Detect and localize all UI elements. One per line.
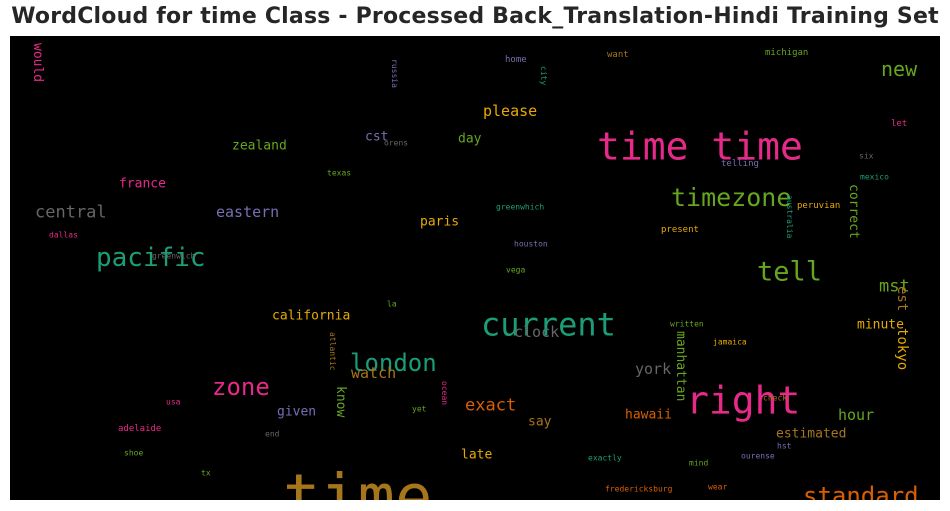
word-correct: correct: [846, 184, 861, 239]
word-atlantic: atlantic: [328, 332, 337, 371]
word-michigan: michigan: [765, 48, 808, 58]
word-california: california: [272, 308, 350, 323]
word-texas: texas: [327, 168, 351, 177]
word-exactly: exactly: [588, 453, 622, 462]
word-late: late: [461, 447, 492, 462]
word-est: est: [894, 286, 910, 311]
word-la: la: [387, 299, 397, 308]
word-minute: minute: [857, 317, 904, 332]
word-mexico: mexico: [860, 172, 889, 181]
word-yet: yet: [412, 404, 427, 413]
word-vega: vega: [506, 265, 525, 274]
word-cloud: time time time right current timezone pacific…: [10, 36, 940, 500]
word-end: end: [265, 429, 280, 438]
word-fredericksburg: fredericksburg: [605, 484, 673, 493]
word-jamaica: jamaica: [713, 337, 747, 346]
word-peruvian: peruvian: [797, 201, 840, 211]
word-want: want: [607, 50, 629, 60]
word-london: london: [350, 349, 437, 377]
word-usa: usa: [166, 397, 181, 406]
word-would: would: [30, 43, 45, 82]
word-mind: mind: [689, 458, 708, 467]
word-greenwich: greenwich: [152, 251, 196, 260]
word-right: right: [686, 378, 800, 422]
word-home: home: [505, 55, 527, 65]
word-hawaii: hawaii: [625, 407, 672, 422]
word-zone: zone: [212, 373, 270, 401]
word-day: day: [458, 131, 482, 146]
word-dallas: dallas: [49, 230, 78, 239]
word-adelaide: adelaide: [118, 424, 161, 434]
word-telling: telling: [721, 159, 759, 169]
word-russia: russia: [390, 59, 399, 88]
word-tell: tell: [757, 257, 822, 288]
word-paris: paris: [420, 214, 459, 229]
word-orens: orens: [384, 138, 408, 147]
word-clock: clock: [514, 323, 559, 341]
word-zealand: zealand: [232, 138, 287, 153]
word-hour: hour: [838, 406, 874, 424]
word-time-time: time time: [597, 124, 803, 168]
word-written: written: [670, 319, 704, 328]
word-check: check: [763, 393, 787, 402]
cloud-background: [10, 36, 940, 500]
chart-title: WordCloud for time Class - Processed Bac…: [11, 4, 939, 29]
word-timezone: timezone: [671, 183, 791, 212]
word-watch: watch: [351, 364, 396, 382]
word-tokyo: tokyo: [894, 328, 910, 370]
word-greenwhich: greenwhich: [496, 202, 544, 211]
word-hst: hst: [777, 441, 792, 450]
word-york: york: [635, 360, 671, 378]
word-cst: cst: [365, 129, 388, 144]
word-pacific: pacific: [96, 243, 206, 273]
word-please: please: [483, 102, 537, 120]
word-ocean: ocean: [440, 381, 449, 405]
word-eastern: eastern: [216, 203, 279, 221]
word-given: given: [277, 404, 316, 419]
word-ourense: ourense: [741, 451, 775, 460]
word-wear: wear: [708, 482, 727, 491]
word-manhattan: manhattan: [673, 331, 688, 401]
word-time: time: [283, 461, 432, 500]
word-standard: standard: [803, 482, 919, 500]
word-new: new: [881, 57, 918, 81]
word-current: current: [481, 306, 616, 344]
word-know: know: [333, 386, 348, 417]
word-estimated: estimated: [776, 426, 846, 441]
word-exact: exact: [465, 396, 516, 416]
word-say: say: [528, 414, 552, 429]
word-mst: mst: [879, 277, 910, 297]
word-cloud-words: time time time right current timezone pacific…: [30, 43, 919, 500]
word-shoe: shoe: [124, 448, 143, 457]
word-present: present: [661, 225, 699, 235]
word-central: central: [35, 203, 107, 223]
word-australia: australia: [785, 195, 794, 239]
word-city: city: [539, 66, 548, 85]
word-tx: tx: [201, 468, 211, 477]
word-let: let: [891, 119, 907, 129]
word-six: six: [859, 151, 874, 160]
word-france: france: [119, 176, 166, 191]
word-houston: houston: [514, 239, 548, 248]
